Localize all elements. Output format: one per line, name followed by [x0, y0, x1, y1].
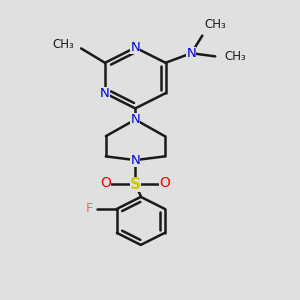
Text: F: F — [85, 202, 93, 215]
Text: O: O — [100, 176, 111, 190]
Text: N: N — [130, 41, 140, 54]
Text: N: N — [130, 154, 140, 166]
Text: CH₃: CH₃ — [224, 50, 246, 63]
Text: S: S — [130, 177, 141, 192]
Text: N: N — [130, 113, 140, 126]
Text: CH₃: CH₃ — [204, 18, 226, 31]
Text: O: O — [159, 176, 170, 190]
Text: N: N — [186, 47, 196, 60]
Text: CH₃: CH₃ — [53, 38, 74, 51]
Text: N: N — [100, 87, 110, 100]
